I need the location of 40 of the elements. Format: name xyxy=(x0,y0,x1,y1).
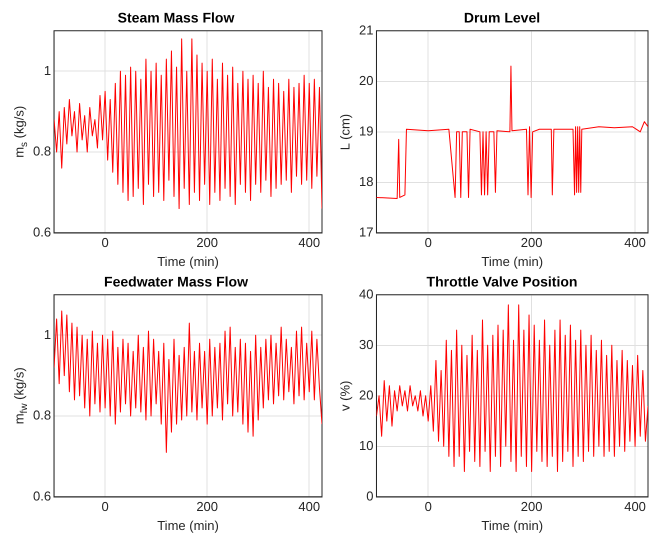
y-tick-label: 0.6 xyxy=(32,224,52,240)
x-tick-label: 200 xyxy=(196,235,218,250)
y-axis-title: mfw (kg/s) xyxy=(12,367,30,424)
y-tick-label: 19 xyxy=(358,123,374,138)
chart-title: Throttle Valve Position xyxy=(426,273,578,290)
chart-title: Feedwater Mass Flow xyxy=(104,273,248,290)
x-tick-label: 200 xyxy=(520,499,542,514)
y-axis-title: v (%) xyxy=(338,380,353,411)
x-tick-label: 200 xyxy=(520,235,542,250)
x-tick-label: 400 xyxy=(624,235,646,250)
y-tick-label: 0 xyxy=(366,488,374,504)
x-tick-label: 200 xyxy=(196,499,218,514)
x-tick-label: 0 xyxy=(424,235,432,250)
y-tick-label: 18 xyxy=(358,174,374,189)
y-axis-title: ms (kg/s) xyxy=(12,106,30,158)
x-axis-title: Time (min) xyxy=(481,254,544,269)
y-tick-label: 17 xyxy=(358,224,374,240)
y-tick-label: 40 xyxy=(358,286,374,302)
chart-title: Drum Level xyxy=(464,9,540,26)
x-tick-label: 400 xyxy=(298,235,320,250)
y-tick-label: 20 xyxy=(358,72,374,88)
y-tick-label: 0.6 xyxy=(32,488,52,504)
y-tick-label: 10 xyxy=(358,438,374,453)
y-tick-label: 30 xyxy=(358,336,374,352)
y-tick-label: 0.8 xyxy=(32,144,52,159)
x-tick-label: 0 xyxy=(101,499,109,514)
y-tick-label: 20 xyxy=(358,387,374,402)
y-axis-title: L (cm) xyxy=(338,114,353,150)
y-tick-label: 1 xyxy=(44,62,52,78)
y-tick-label: 0.8 xyxy=(32,408,52,423)
x-tick-label: 0 xyxy=(424,499,432,514)
x-axis-title: Time (min) xyxy=(157,254,219,269)
x-tick-label: 400 xyxy=(624,499,646,514)
x-tick-label: 0 xyxy=(101,235,109,250)
x-axis-title: Time (min) xyxy=(157,518,219,533)
y-tick-label: 21 xyxy=(358,22,374,38)
chart-title: Steam Mass Flow xyxy=(118,9,234,26)
x-axis-title: Time (min) xyxy=(481,518,544,533)
y-tick-label: 1 xyxy=(44,326,52,342)
x-tick-label: 400 xyxy=(298,499,320,514)
